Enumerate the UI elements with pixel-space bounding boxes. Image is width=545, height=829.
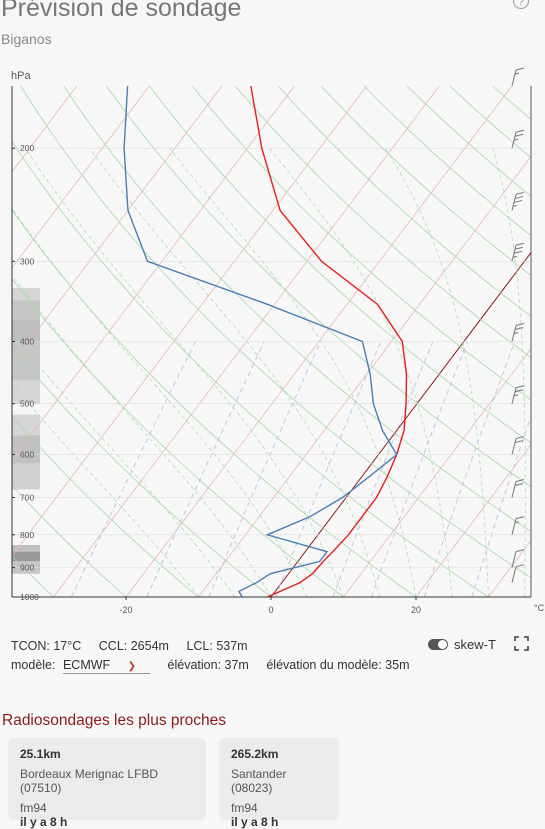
toggle-switch[interactable] — [428, 639, 448, 650]
card-age: il y a 8 h — [20, 815, 194, 829]
y-tick-label: 800 — [20, 530, 34, 540]
tcon-value: TCON: 17°C — [11, 639, 81, 653]
sounding-card-2[interactable]: 265.2km Santander (08023) fm94 il y a 8 … — [219, 738, 339, 820]
card-station: Bordeaux Merignac LFBD (07510) — [20, 767, 194, 795]
card-distance: 25.1km — [20, 747, 194, 761]
wind-barb — [512, 68, 524, 86]
y-tick-label: 300 — [20, 256, 34, 266]
card-type: fm94 — [231, 801, 327, 815]
y-tick-label: 200 — [20, 143, 34, 153]
model-label: modèle: — [11, 658, 55, 672]
dry-adiabat — [536, 86, 545, 597]
model-select[interactable]: ECMWF ❯ — [63, 658, 150, 674]
ccl-value: CCL: 2654m — [99, 639, 169, 653]
sounding-chart[interactable]: hPa 200 300 400 500 600 700 800 900 1000 -20 0 20 °C — [0, 66, 545, 616]
chevron-down-icon: ❯ — [128, 661, 136, 672]
card-age: il y a 8 h — [231, 815, 327, 829]
elevation-value: élévation: 37m — [168, 658, 249, 672]
nearest-soundings-title: Radiosondages les plus proches — [2, 712, 226, 730]
lcl-value: LCL: 537m — [186, 639, 247, 653]
y-tick-label: 1000 — [20, 592, 39, 602]
cloud-cover-band — [12, 288, 40, 300]
x-tick-label: 20 — [411, 605, 421, 615]
x-axis-label: °C — [534, 603, 545, 613]
help-icon[interactable]: ? — [513, 0, 529, 9]
cloud-cover-band — [12, 300, 40, 320]
y-tick-label: 700 — [20, 493, 34, 503]
page-title: Prévision de sondage — [1, 0, 241, 23]
sounding-card-1[interactable]: 25.1km Bordeaux Merignac LFBD (07510) fm… — [8, 738, 206, 820]
cloud-cover-band — [12, 342, 40, 381]
x-tick-label: -20 — [119, 605, 132, 615]
y-axis-label: hPa — [11, 70, 31, 82]
fullscreen-icon[interactable] — [514, 636, 529, 651]
plot-area — [0, 86, 545, 597]
location-subtitle: Biganos — [1, 31, 52, 47]
model-row: modèle: ECMWF ❯ élévation: 37m élévation… — [11, 658, 424, 672]
y-tick-label: 500 — [20, 399, 34, 409]
y-tick-label: 400 — [20, 337, 34, 347]
cloud-cover-band — [12, 464, 40, 490]
sounding-indices: TCON: 17°C CCL: 2654m LCL: 537m — [11, 639, 262, 653]
isotherm-line — [0, 86, 4, 597]
x-tick-label: 0 — [268, 605, 273, 615]
y-tick-label: 900 — [20, 563, 34, 573]
model-select-value: ECMWF — [63, 658, 110, 672]
card-type: fm94 — [20, 801, 194, 815]
card-station: Santander (08023) — [231, 767, 327, 795]
model-elevation-value: élévation du modèle: 35m — [266, 658, 409, 672]
skewt-toggle[interactable]: skew-T — [428, 637, 496, 652]
y-tick-label: 600 — [20, 450, 34, 460]
card-distance: 265.2km — [231, 747, 327, 761]
skewt-label: skew-T — [454, 637, 496, 652]
